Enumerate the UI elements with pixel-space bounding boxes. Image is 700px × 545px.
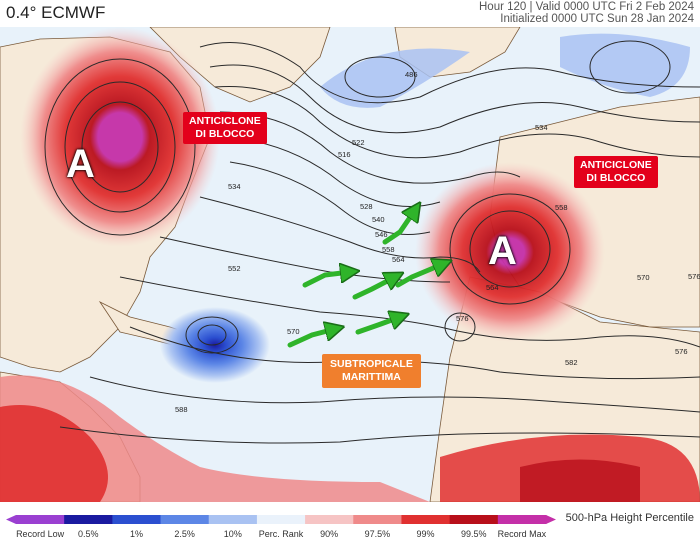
contour-label: 576	[456, 314, 469, 323]
label-blocking-high-east: ANTICICLONE DI BLOCCO	[574, 156, 658, 188]
legend-label: Perc. Rank	[258, 529, 304, 539]
label-blocking-high-west: ANTICICLONE DI BLOCCO	[183, 112, 267, 144]
legend-swatch	[305, 515, 354, 524]
legend-label: 2.5%	[174, 529, 195, 539]
flow-arrow	[382, 210, 415, 245]
flow-arrows	[287, 210, 443, 348]
legend-swatch	[256, 515, 306, 524]
high-pressure-marker-west: A	[66, 142, 95, 186]
contour-label: 576	[688, 272, 700, 281]
contour-label: 564	[486, 283, 499, 292]
legend-label: Record Low	[16, 529, 65, 539]
contour-label: 582	[565, 358, 578, 367]
contour-label: 534	[228, 182, 241, 191]
contour-label: 516	[338, 150, 351, 159]
contour-labels: 486 516 522 528 534 540 546 552 558 564 …	[175, 70, 700, 414]
contour-label: 570	[637, 273, 650, 282]
flow-arrow	[287, 329, 335, 348]
flow-arrow	[302, 272, 350, 288]
model-title: 0.4° ECMWF	[6, 3, 106, 22]
legend-swatch	[497, 515, 547, 524]
high-pressure-marker-east: A	[488, 229, 517, 273]
init-time: Initialized 0000 UTC Sun 28 Jan 2024	[500, 13, 694, 25]
contour-label: 558	[555, 203, 568, 212]
legend-label: 97.5%	[364, 529, 391, 539]
label-text: SUBTROPICALE MARITTIMA	[330, 358, 413, 383]
contour-label: 534	[535, 123, 548, 132]
flow-arrow	[355, 317, 400, 335]
contour-label: 522	[352, 138, 365, 147]
contour-label: 540	[372, 215, 385, 224]
label-subtropical-maritime: SUBTROPICALE MARITTIMA	[322, 354, 421, 388]
contour-label: 564	[392, 255, 405, 264]
legend-swatch	[449, 515, 499, 524]
legend-label: 1%	[129, 529, 143, 539]
legend-label: Record Max	[497, 529, 547, 539]
legend-swatch	[16, 515, 65, 524]
legend-title: 500-hPa Height Percentile	[565, 512, 694, 524]
run-info: Hour 120 | Valid 0000 UTC Fri 2 Feb 2024…	[479, 1, 694, 25]
legend-swatch	[160, 515, 210, 524]
flow-arrow	[395, 264, 443, 288]
legend: Record Low 0.5% 1% 2.5% 10% Perc. Rank 90% 97.5…	[0, 505, 700, 545]
legend-swatch	[208, 515, 258, 524]
contour-label: 558	[382, 245, 395, 254]
legend-swatch	[64, 515, 113, 524]
legend-end-high	[546, 515, 556, 524]
contour-label: 546	[375, 230, 388, 239]
flow-arrow	[352, 277, 395, 300]
legend-label: 0.5%	[78, 529, 99, 539]
contour-label: 552	[228, 264, 241, 273]
legend-label: 99%	[416, 529, 435, 539]
legend-swatch	[112, 515, 162, 524]
contour-label: 588	[175, 405, 188, 414]
contour-label: 486	[405, 70, 418, 79]
legend-end-low	[6, 515, 16, 524]
legend-swatch	[353, 515, 402, 524]
legend-label: 99.5%	[460, 529, 487, 539]
legend-label: 10%	[223, 529, 242, 539]
legend-swatch	[401, 515, 451, 524]
height-percentile-map: 486 516 522 528 534 540 546 552 558 564 …	[0, 27, 700, 502]
contour-label: 576	[675, 347, 688, 356]
legend-colorbar	[6, 515, 556, 524]
label-text: ANTICICLONE DI BLOCCO	[189, 115, 261, 140]
valid-time: Hour 120 | Valid 0000 UTC Fri 2 Feb 2024	[479, 1, 694, 13]
header: 0.4° ECMWF Hour 120 | Valid 0000 UTC Fri…	[0, 0, 700, 26]
contour-label: 528	[360, 202, 373, 211]
label-text: ANTICICLONE DI BLOCCO	[580, 159, 652, 184]
contour-label: 570	[287, 327, 300, 336]
legend-label: 90%	[320, 529, 339, 539]
height-contours	[44, 40, 700, 444]
